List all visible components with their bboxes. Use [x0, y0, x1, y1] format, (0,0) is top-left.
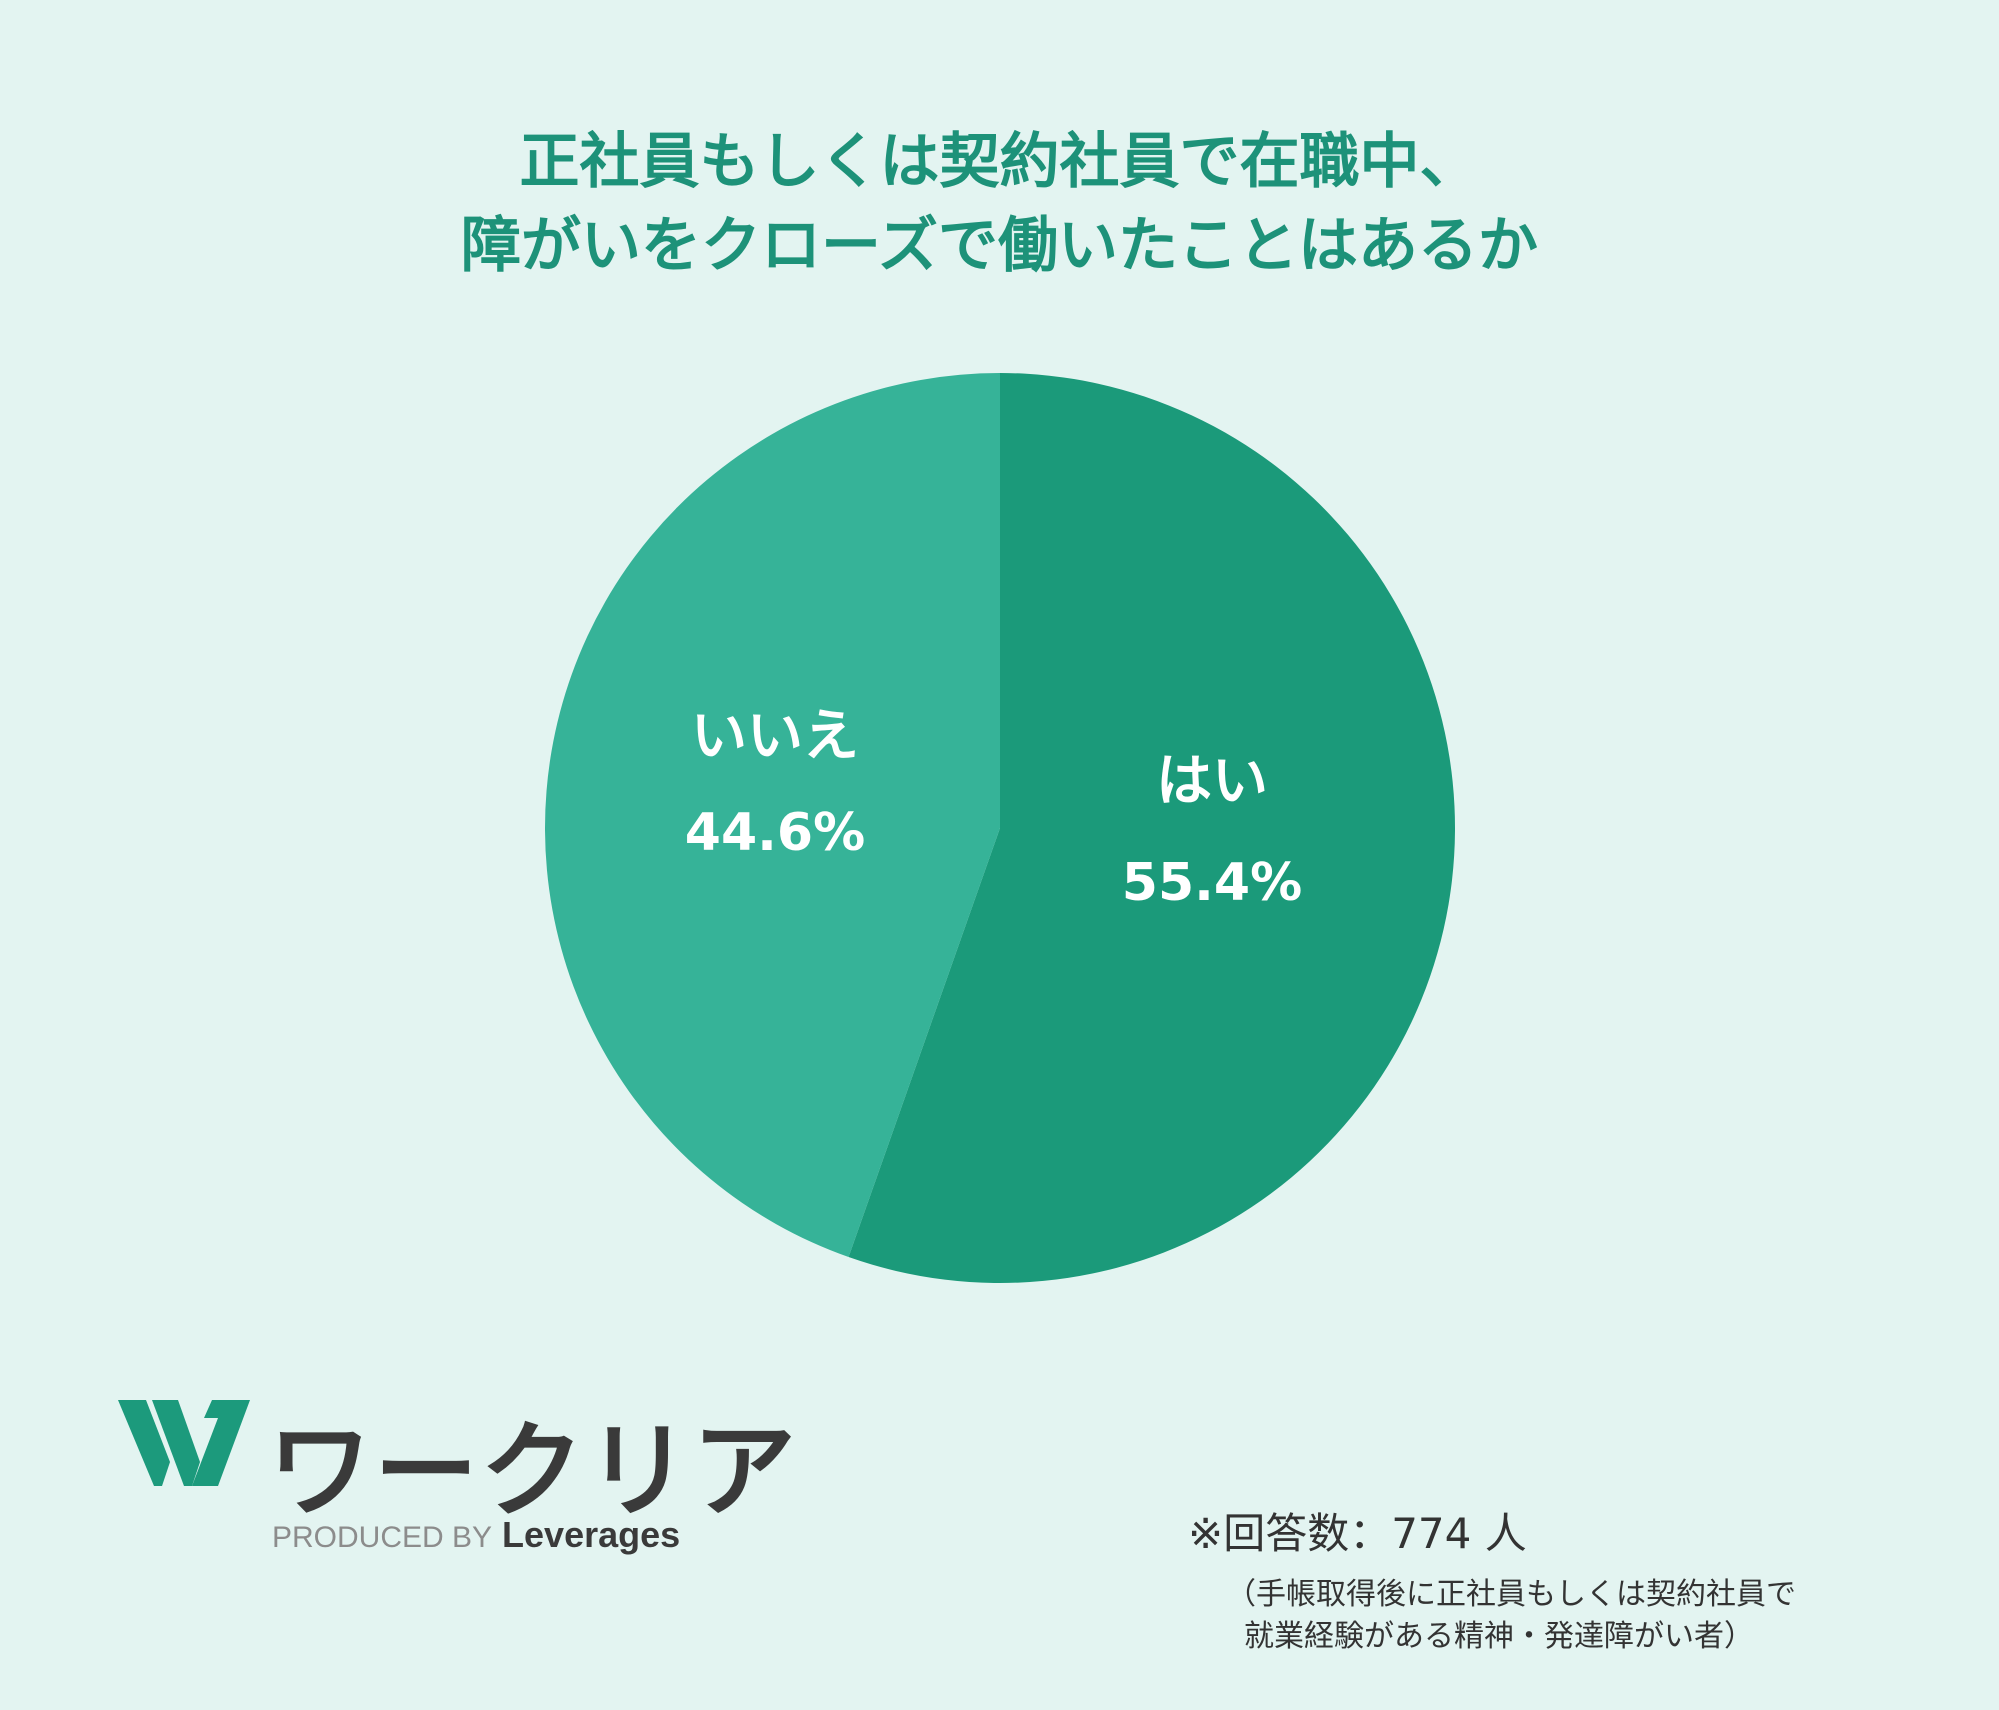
workclear-w-mark-icon — [118, 1400, 250, 1486]
pie-slice-label-1: いいえ — [691, 704, 859, 769]
workclear-logo: ワークリア PRODUCED BY Leverages — [118, 1396, 796, 1566]
pie-slice-0 — [848, 373, 1455, 1283]
company-name: Leverages — [502, 1514, 681, 1555]
respondent-count: ※回答数：774 人 — [1188, 1509, 1527, 1558]
pie-slice-value-1: 44.6% — [685, 803, 865, 863]
respondent-note-line-1: （手帳取得後に正社員もしくは契約社員で — [1226, 1577, 1796, 1612]
logo-wordmark: ワークリア — [268, 1410, 799, 1532]
respondent-note-line-2: 就業経験がある精神・発達障がい者） — [1244, 1619, 1754, 1654]
chart-title-line-2: 障がいをクローズで働いたことはあるか — [461, 211, 1538, 281]
produced-by: PRODUCED BY Leverages — [272, 1514, 680, 1556]
pie-slice-value-0: 55.4% — [1122, 853, 1302, 913]
produced-by-label: PRODUCED BY — [272, 1521, 493, 1554]
chart-title: 正社員もしくは契約社員で在職中、 障がいをクローズで働いたことはあるか — [0, 120, 1999, 288]
chart-title-line-1: 正社員もしくは契約社員で在職中、 — [519, 127, 1480, 197]
respondent-note: （手帳取得後に正社員もしくは契約社員で 就業経験がある精神・発達障がい者） — [1226, 1574, 1796, 1658]
pie-slice-label-0: はい — [1156, 749, 1268, 814]
pie-slice-1 — [544, 373, 1000, 1258]
